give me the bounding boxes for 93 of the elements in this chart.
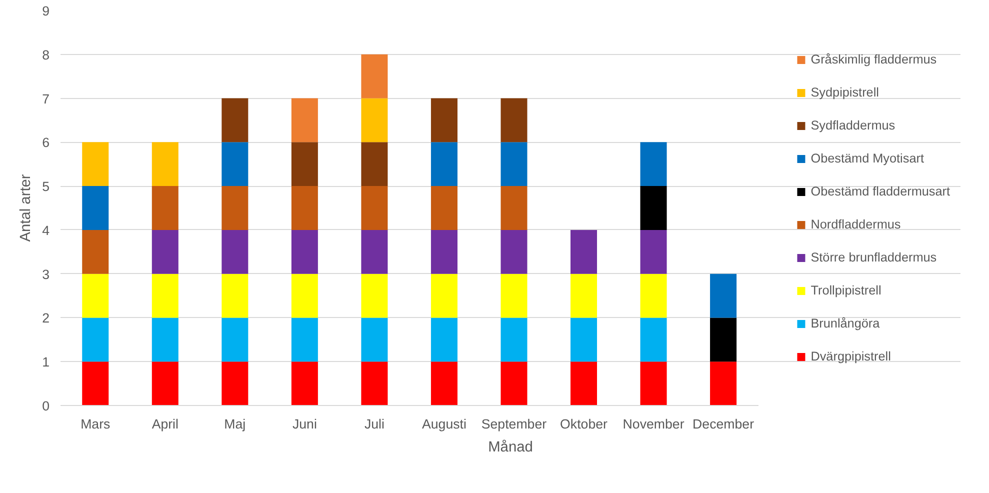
bar	[640, 274, 667, 318]
y-tick-label: 4	[42, 222, 50, 238]
bar	[570, 230, 598, 274]
y-tick-label: 1	[42, 354, 50, 370]
bar	[430, 186, 458, 230]
y-tick-label: 9	[42, 4, 50, 18]
bar	[640, 142, 667, 186]
bar	[640, 318, 667, 362]
x-axis-title: Månad	[488, 440, 533, 456]
bar	[222, 318, 248, 362]
bar	[361, 230, 388, 274]
bar	[82, 186, 109, 230]
x-tick-label: Juli	[364, 416, 384, 432]
bar	[500, 274, 528, 318]
bar	[361, 274, 388, 318]
bar	[222, 230, 248, 274]
y-tick-label: 3	[42, 266, 50, 282]
bar	[430, 274, 458, 318]
bar	[152, 362, 178, 406]
legend-label: Obestämd Myotisart	[810, 151, 924, 165]
bar	[152, 142, 178, 186]
legend-label: Sydpipistrell	[810, 85, 879, 99]
bar	[500, 142, 528, 186]
bar	[222, 98, 248, 142]
y-axis-title: Antal arter	[18, 174, 34, 242]
bar	[500, 230, 528, 274]
x-tick-label: November	[622, 416, 685, 432]
bar	[152, 230, 178, 274]
y-tick-label: 2	[42, 310, 50, 326]
legend-label: Brunlångöra	[810, 316, 880, 330]
bar	[500, 186, 528, 230]
bar	[430, 318, 458, 362]
bar	[291, 98, 318, 142]
legend-label: Nordfladdermus	[810, 217, 901, 231]
bar	[82, 362, 109, 406]
bar	[500, 362, 528, 406]
x-tick-label: April	[152, 416, 179, 432]
bar	[291, 318, 318, 362]
bar	[500, 318, 528, 362]
bar	[640, 362, 667, 406]
bar	[710, 274, 737, 318]
bar	[570, 274, 598, 318]
bar	[152, 186, 178, 230]
y-tick-label: 7	[42, 91, 50, 106]
bar	[640, 230, 667, 274]
bar	[291, 186, 318, 230]
bar	[82, 142, 109, 186]
legend-label: Sydfladdermus	[810, 118, 896, 132]
bar	[710, 362, 737, 406]
y-tick-label: 5	[42, 179, 50, 194]
bar	[500, 98, 528, 142]
x-tick-label: Augusti	[422, 416, 466, 432]
y-tick-label: 0	[42, 398, 50, 414]
bar	[570, 318, 598, 362]
bar	[430, 142, 458, 186]
bar	[222, 142, 248, 186]
bar	[361, 362, 388, 406]
bar	[291, 362, 318, 406]
bar	[640, 186, 667, 230]
legend-label: Dvärgpipistrell	[810, 349, 891, 363]
legend-label: Större brunfladdermus	[810, 250, 937, 264]
x-tick-label: Mars	[80, 416, 111, 432]
y-tick-label: 8	[42, 47, 50, 62]
bar	[222, 362, 248, 406]
bar	[82, 274, 109, 318]
bar	[222, 186, 248, 230]
legend-label: Gråskimlig fladdermus	[810, 52, 937, 66]
y-tick-label: 6	[42, 135, 50, 150]
x-tick-label: December	[692, 416, 755, 432]
bar	[430, 230, 458, 274]
x-tick-label: Oktober	[560, 416, 608, 432]
bar	[361, 98, 388, 142]
bar	[361, 54, 388, 98]
bar	[430, 362, 458, 406]
x-tick-label: Juni	[292, 416, 317, 432]
bar	[82, 230, 109, 274]
bar	[361, 142, 388, 186]
bar	[291, 230, 318, 274]
bar	[82, 318, 109, 362]
bar	[361, 186, 388, 230]
x-tick-label: Maj	[224, 416, 246, 432]
x-tick-label: September	[481, 416, 548, 432]
legend-label: Obestämd fladdermusart	[810, 184, 950, 198]
bar	[291, 142, 318, 186]
legend-label: Trollpipistrell	[810, 283, 882, 297]
bar	[291, 274, 318, 318]
bar	[152, 318, 178, 362]
bar	[430, 98, 458, 142]
bar	[361, 318, 388, 362]
bar	[222, 274, 248, 318]
bar	[570, 362, 598, 406]
bar	[152, 274, 178, 318]
bar	[710, 318, 737, 362]
